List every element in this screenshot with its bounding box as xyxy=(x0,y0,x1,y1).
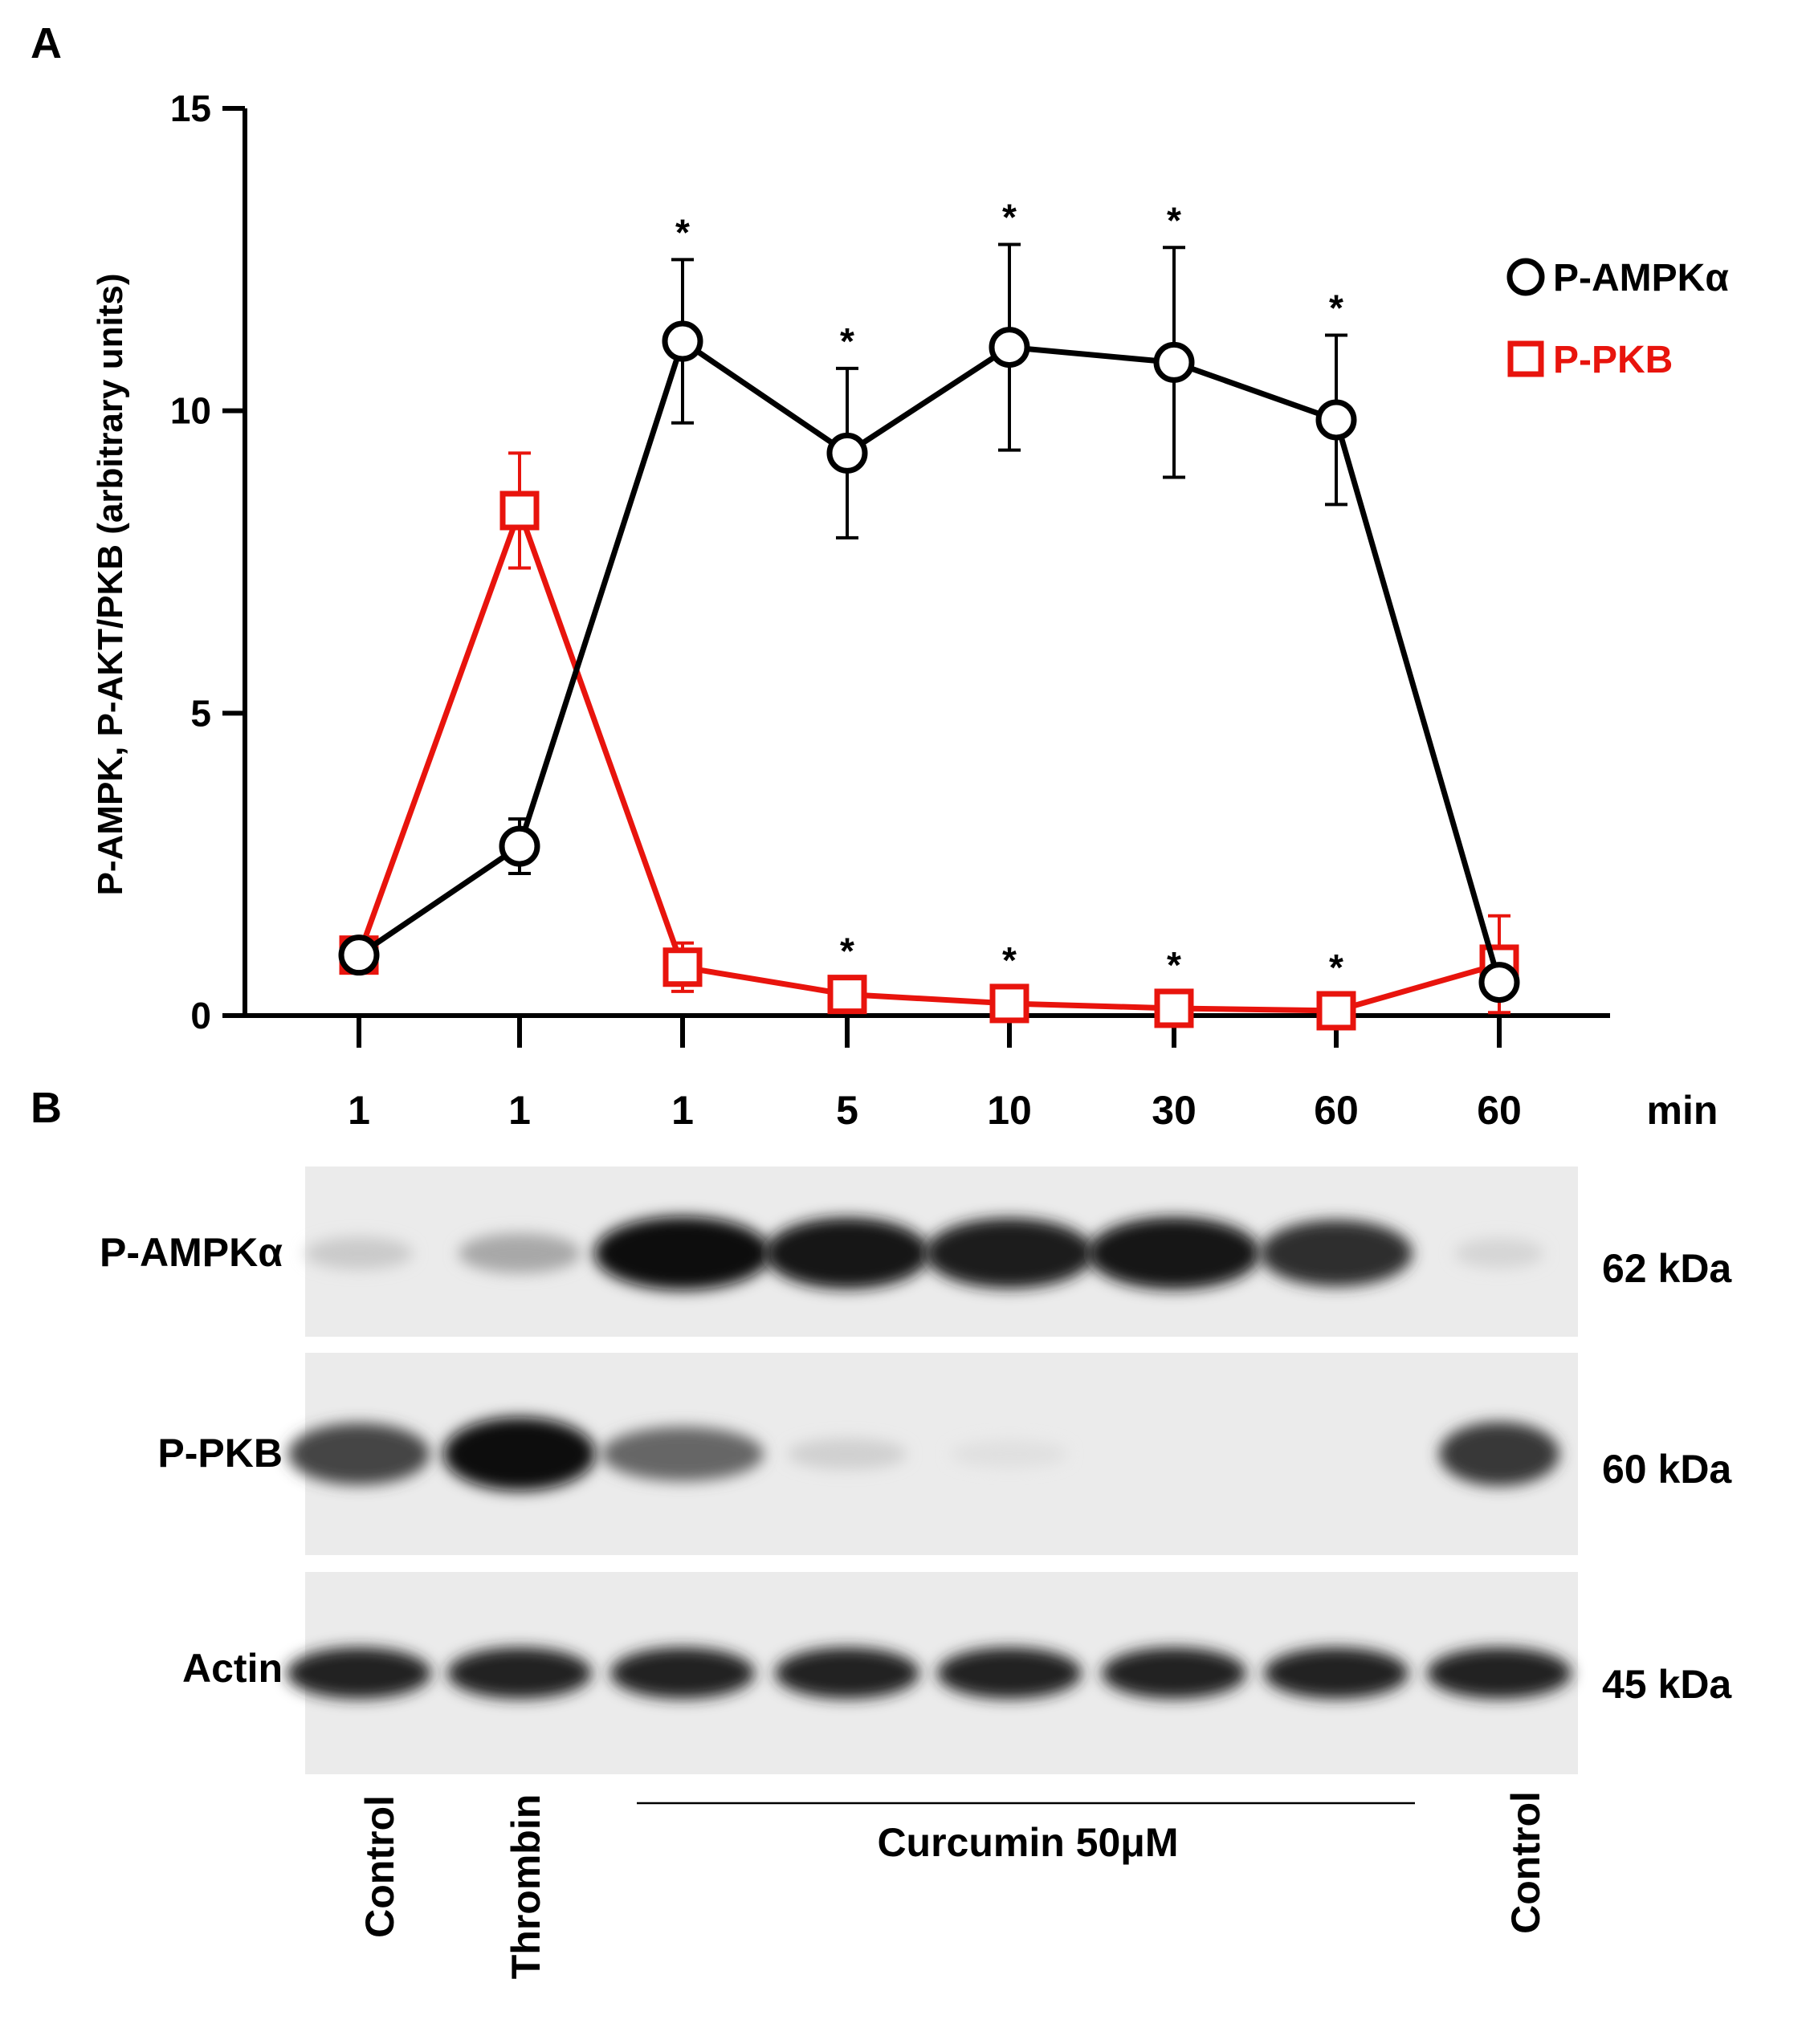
data-point-6 xyxy=(1315,399,1357,441)
data-point-2 xyxy=(662,947,703,987)
data-point-7 xyxy=(1478,962,1520,1004)
band-6 xyxy=(1260,1219,1413,1287)
significance-star-6: * xyxy=(1329,287,1343,329)
y-tick-label-10: 10 xyxy=(170,390,211,432)
series-p-ampk: * * * * * xyxy=(338,197,1520,1004)
data-point-4 xyxy=(989,327,1030,368)
western-blot: P-AMPKα 62 kDa P-PKB 60 kDa Actin 45 kDa xyxy=(100,1167,1732,1774)
panel-label-a: A xyxy=(31,19,62,67)
treatment-thrombin: Thrombin xyxy=(503,1794,548,1980)
series-line xyxy=(356,507,1500,1014)
band-5 xyxy=(1087,1216,1261,1290)
band-4 xyxy=(950,1439,1069,1468)
x-tick-label-3: 5 xyxy=(836,1088,858,1133)
blot-row-0: P-AMPKα 62 kDa xyxy=(100,1167,1732,1337)
blot-protein-label-0: P-AMPKα xyxy=(100,1230,283,1275)
band-2 xyxy=(610,1647,755,1699)
band-0 xyxy=(287,1423,430,1485)
data-point-3 xyxy=(826,432,868,474)
band-2 xyxy=(594,1216,771,1290)
blot-size-label-1: 60 kDa xyxy=(1602,1447,1732,1492)
band-4 xyxy=(925,1218,1094,1289)
data-point-6 xyxy=(1316,991,1356,1031)
significance-star-3: * xyxy=(840,930,854,972)
x-tick-label-2: 1 xyxy=(671,1088,694,1133)
x-tick-label-6: 60 xyxy=(1314,1088,1359,1133)
blot-size-label-2: 45 kDa xyxy=(1602,1662,1732,1707)
series-layer: * * * * * * * * * xyxy=(338,197,1520,1031)
data-point-1 xyxy=(499,825,540,867)
y-ticks: 0 5 10 15 xyxy=(170,88,245,1036)
legend-label-0: P-AMPKα xyxy=(1553,257,1729,299)
data-point-4 xyxy=(989,983,1029,1024)
legend-marker-p-ampk xyxy=(1506,258,1545,296)
x-tick-label-1: 1 xyxy=(508,1088,531,1133)
blot-row-2: Actin 45 kDa xyxy=(182,1572,1732,1774)
data-point-3 xyxy=(827,975,867,1015)
significance-star-5: * xyxy=(1167,944,1181,986)
legend-label-1: P-PKB xyxy=(1553,339,1673,381)
band-0 xyxy=(304,1236,414,1270)
y-tick-label-15: 15 xyxy=(170,88,211,129)
blot-row-1: P-PKB 60 kDa xyxy=(157,1353,1732,1555)
blot-size-label-0: 62 kDa xyxy=(1602,1246,1732,1291)
significance-star-2: * xyxy=(675,211,690,253)
treatment-labels: Control Thrombin Curcumin 50μM Control xyxy=(357,1791,1548,1979)
data-point-0 xyxy=(338,934,380,976)
band-3 xyxy=(764,1217,930,1289)
band-7 xyxy=(1439,1422,1559,1486)
data-point-5 xyxy=(1154,988,1194,1028)
treatment-control-right: Control xyxy=(1503,1791,1548,1934)
data-point-5 xyxy=(1153,341,1195,383)
significance-star-4: * xyxy=(1002,939,1017,981)
data-point-2 xyxy=(662,320,703,362)
y-tick-label-0: 0 xyxy=(190,995,211,1036)
y-axis-label: P-AMPK, P-AKT/PKB (arbitrary units) xyxy=(91,274,130,896)
legend: P-AMPKα P-PKB xyxy=(1506,257,1729,381)
x-tick-label-4: 10 xyxy=(987,1088,1032,1133)
treatment-control-left: Control xyxy=(357,1795,402,1938)
band-4 xyxy=(937,1647,1082,1699)
band-1 xyxy=(443,1417,596,1491)
series-p-pkb: * * * * xyxy=(339,451,1519,1031)
x-ticks: 1 1 1 5 10 30 60 60 xyxy=(348,1016,1522,1133)
significance-star-5: * xyxy=(1167,199,1181,241)
x-axis-unit: min xyxy=(1647,1088,1718,1133)
band-7 xyxy=(1454,1238,1544,1268)
band-7 xyxy=(1427,1647,1572,1699)
x-tick-label-7: 60 xyxy=(1477,1088,1522,1133)
axes xyxy=(243,108,1610,1018)
band-3 xyxy=(787,1438,907,1470)
band-0 xyxy=(287,1647,431,1699)
band-2 xyxy=(601,1427,764,1481)
x-tick-label-0: 1 xyxy=(348,1088,370,1133)
significance-star-6: * xyxy=(1329,947,1343,988)
band-1 xyxy=(458,1233,581,1273)
band-5 xyxy=(1102,1647,1246,1699)
significance-star-4: * xyxy=(1002,197,1017,238)
band-1 xyxy=(447,1647,592,1699)
treatment-curcumin: Curcumin 50μM xyxy=(877,1820,1178,1865)
blot-protein-label-2: Actin xyxy=(182,1646,283,1691)
significance-star-3: * xyxy=(840,320,854,362)
x-tick-label-5: 30 xyxy=(1152,1088,1197,1133)
series-line xyxy=(357,338,1502,983)
data-point-1 xyxy=(499,491,540,531)
band-3 xyxy=(775,1647,919,1699)
panel-label-b: B xyxy=(31,1084,62,1132)
legend-marker-p-pkb xyxy=(1507,340,1544,377)
y-tick-label-5: 5 xyxy=(190,692,211,734)
blot-protein-label-1: P-PKB xyxy=(157,1431,283,1476)
band-6 xyxy=(1264,1647,1409,1699)
